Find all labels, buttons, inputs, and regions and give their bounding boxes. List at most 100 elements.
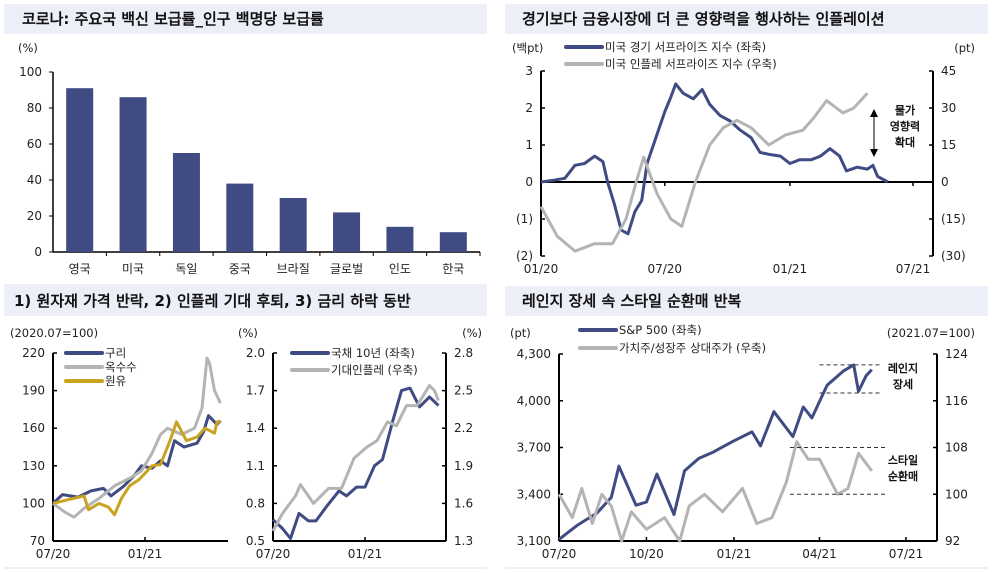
- right-y-tick-label: 2.8: [454, 346, 473, 360]
- legend-label: 가치주/성장주 상대주가 (우축): [619, 341, 766, 355]
- bar-영국: [66, 88, 94, 252]
- sp500-title: 레인지 장세 속 스타일 순환매 반복: [522, 292, 742, 310]
- left-axis-unit: (%): [238, 326, 258, 340]
- right-y-tick-label: 1.9: [454, 459, 473, 473]
- divider: [4, 567, 487, 569]
- x-tick-label: 07/20: [542, 547, 577, 561]
- legend-label: 원유: [105, 374, 126, 388]
- series-line-0: [558, 363, 873, 541]
- annotation-text: 물가: [895, 103, 915, 117]
- x-tick-label: 04/21: [802, 547, 837, 561]
- x-tick-label: 01/21: [717, 547, 752, 561]
- left-y-tick-label: 220: [22, 346, 45, 360]
- right-y-tick-label: 30: [941, 101, 956, 115]
- right-y-tick-label: 15: [941, 138, 956, 152]
- commodities-title: 1) 원자재 가격 반락, 2) 인플레 기대 후퇴, 3) 금리 하락 동반: [14, 292, 411, 310]
- legend-label: 미국 인플레 서프라이즈 지수 (우축): [605, 57, 777, 71]
- y-tick-label: 80: [27, 101, 42, 115]
- right-y-tick-label: 2.2: [454, 421, 473, 435]
- series-line-0: [540, 82, 889, 236]
- vaccine-title: 코로나: 주요국 백신 보급률_인구 백명당 보급률: [22, 10, 324, 28]
- y-tick-label: 20: [27, 209, 42, 223]
- x-tick-label: 영국: [69, 262, 91, 276]
- bar-글로벌: [333, 212, 361, 252]
- x-tick-label: 10/20: [629, 547, 664, 561]
- left-y-tick-label: 1.1: [246, 459, 265, 473]
- left-y-tick-label: 3,400: [517, 487, 551, 501]
- legend-label: 구리: [105, 346, 126, 360]
- series-line-2: [52, 420, 221, 517]
- series-line-1: [539, 92, 869, 253]
- left-axis-unit: (pt): [510, 326, 531, 340]
- right-y-tick-label: 1.3: [454, 534, 473, 548]
- left-y-tick-label: 1.7: [246, 384, 265, 398]
- legend-label: 국채 10년 (좌축): [331, 346, 415, 360]
- left-y-tick-label: 0: [525, 175, 533, 189]
- series-line-0: [271, 386, 440, 540]
- legend-label: S&P 500 (좌축): [619, 323, 702, 337]
- x-tick-label: 07/21: [889, 547, 924, 561]
- right-axis-unit: (pt): [954, 41, 975, 55]
- x-tick-label: 07/20: [647, 262, 682, 276]
- title-band: [4, 4, 487, 34]
- annotation-text: 스타일: [888, 453, 918, 467]
- annotation-text: 영향력: [890, 119, 920, 133]
- left-y-tick-label: 160: [22, 421, 45, 435]
- series-line-1: [271, 384, 440, 532]
- axis-unit: (2020.07=100): [10, 326, 98, 340]
- left-y-tick-label: 3: [525, 64, 533, 78]
- x-tick-label: 01/21: [773, 262, 808, 276]
- legend-label: 미국 경기 서프라이즈 지수 (좌축): [605, 40, 766, 54]
- legend-label: 기대인플레 (우축): [331, 363, 418, 377]
- title-band: [505, 4, 988, 34]
- left-y-tick-label: 3,700: [517, 441, 551, 455]
- annotation-text: 확대: [895, 135, 915, 149]
- right-y-tick-label: 108: [945, 441, 968, 455]
- bar-중국: [226, 183, 254, 252]
- left-y-tick-label: 2.0: [246, 346, 265, 360]
- bar-미국: [119, 97, 147, 252]
- x-tick-label: 중국: [229, 262, 251, 276]
- left-y-tick-label: (1): [516, 212, 533, 226]
- divider: [505, 567, 988, 569]
- left-y-tick-label: 4,000: [517, 394, 551, 408]
- x-tick-label: 글로벌: [330, 262, 363, 276]
- left-y-tick-label: 1.4: [246, 421, 265, 435]
- right-y-tick-label: (30): [941, 249, 966, 263]
- annotation-text: 레인지: [888, 361, 918, 375]
- y-axis-unit: (%): [18, 41, 38, 55]
- left-axis-unit: (백pt): [512, 41, 543, 55]
- bar-인도: [386, 226, 414, 252]
- left-y-tick-label: 2: [525, 101, 533, 115]
- series-line-1: [557, 440, 873, 543]
- right-y-tick-label: 124: [945, 347, 968, 361]
- left-y-tick-label: 130: [22, 459, 45, 473]
- divider: [4, 284, 487, 286]
- bar-브라질: [279, 198, 307, 252]
- x-tick-label: 01/20: [524, 262, 559, 276]
- right-y-tick-label: 2.5: [454, 384, 473, 398]
- bar-독일: [172, 153, 200, 252]
- title-band: [4, 286, 487, 316]
- x-tick-label: 07/21: [896, 262, 931, 276]
- annotation-text: 순환매: [888, 469, 918, 483]
- left-y-tick-label: 4,300: [517, 347, 551, 361]
- right-y-tick-label: (15): [941, 212, 966, 226]
- right-y-tick-label: 45: [941, 64, 956, 78]
- annotation-text: 장세: [893, 377, 913, 391]
- right-y-tick-label: 1.6: [454, 496, 473, 510]
- y-tick-label: 0: [34, 245, 42, 259]
- left-y-tick-label: 1: [525, 138, 533, 152]
- x-tick-label: 07/20: [256, 547, 291, 561]
- x-tick-label: 브라질: [277, 262, 310, 276]
- left-y-tick-label: (2): [516, 249, 533, 263]
- left-y-tick-label: 0.8: [246, 496, 265, 510]
- bar-한국: [439, 232, 467, 252]
- right-axis-unit: (2021.07=100): [887, 326, 975, 340]
- x-tick-label: 미국: [122, 262, 144, 276]
- left-y-tick-label: 190: [22, 384, 45, 398]
- y-tick-label: 60: [27, 137, 42, 151]
- x-tick-label: 01/21: [348, 547, 383, 561]
- x-tick-label: 07/20: [36, 547, 71, 561]
